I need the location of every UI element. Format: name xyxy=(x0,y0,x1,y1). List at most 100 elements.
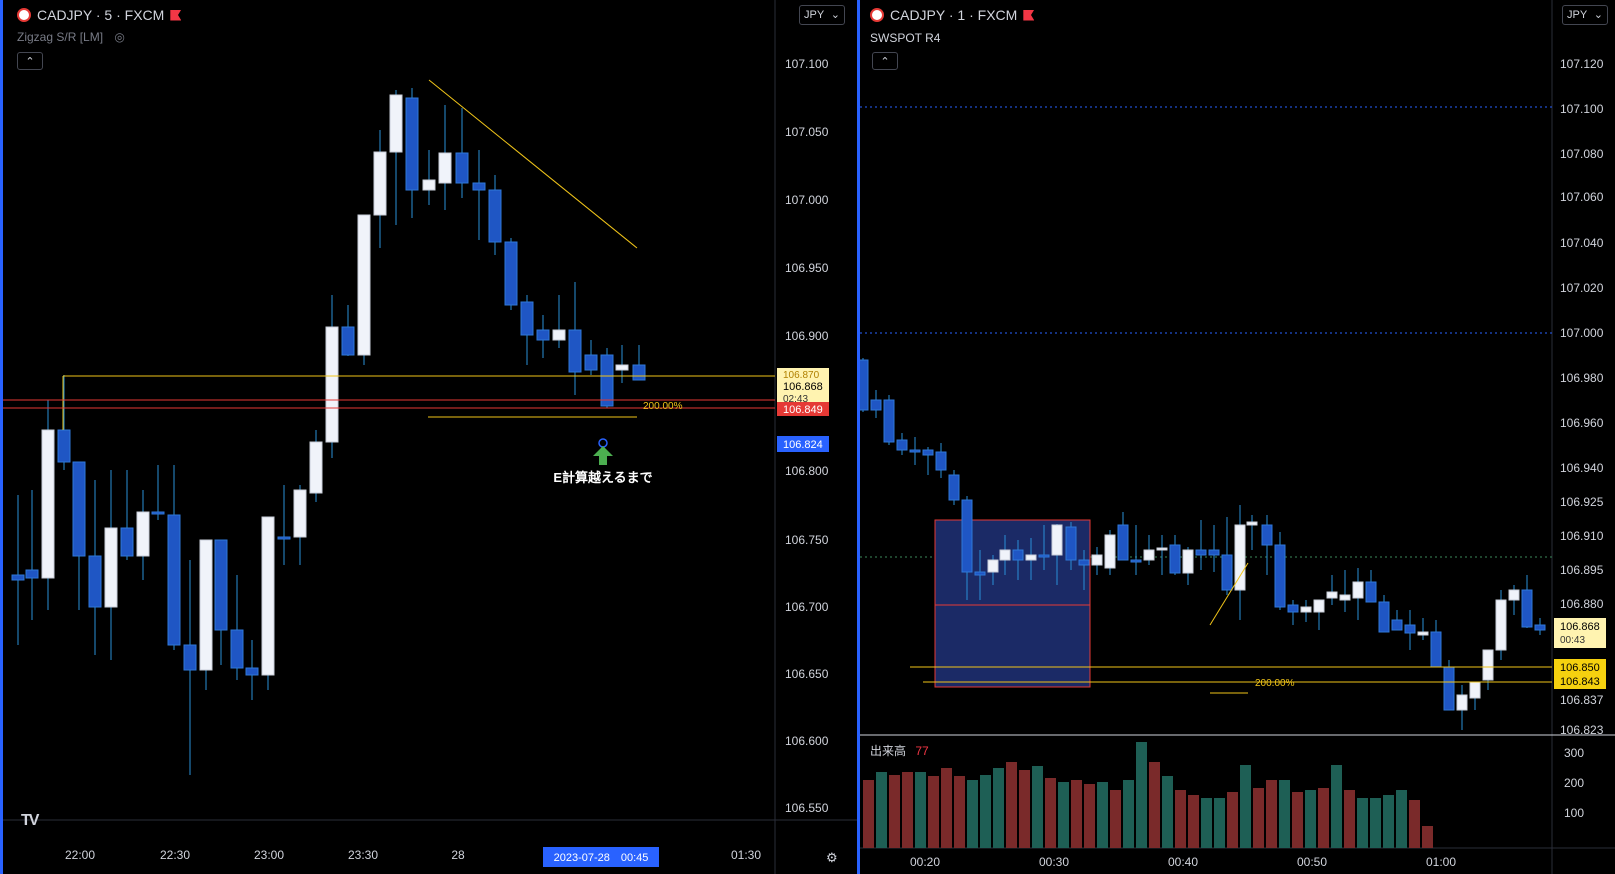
fib-label: 200.00% xyxy=(643,401,683,412)
volume-axis-label: 300 xyxy=(1564,746,1584,760)
left-chart-pane[interactable]: 107.100 107.050 107.000 106.950 106.900 106.8… xyxy=(0,0,860,874)
candle-body xyxy=(536,329,550,341)
last-price-tag xyxy=(777,368,829,406)
candle-body xyxy=(72,461,86,557)
settings-gear-icon[interactable]: ⚙ xyxy=(826,850,838,865)
red-line-price: 106.849 xyxy=(783,404,823,416)
flag-icon[interactable] xyxy=(1023,9,1035,21)
candle-body xyxy=(1169,544,1181,574)
candle-body xyxy=(1391,619,1403,631)
fib-label: 200.00% xyxy=(1255,678,1295,689)
volume-bar xyxy=(1097,782,1108,848)
candle-body xyxy=(104,527,118,608)
candle-body xyxy=(88,555,102,608)
trend-line xyxy=(428,79,638,249)
left-symbol-header[interactable]: CADJPY · 5 · FXCM xyxy=(17,6,182,24)
price-axis-label: 106.837 xyxy=(1560,693,1604,707)
candle-body xyxy=(1326,591,1338,599)
candle-body xyxy=(896,439,908,451)
candle-body xyxy=(214,539,228,631)
arrow-up-icon xyxy=(593,446,613,465)
zigzag-leg xyxy=(1209,562,1249,626)
candle-body xyxy=(584,354,598,371)
candle-body xyxy=(999,549,1011,561)
volume-bar xyxy=(1214,798,1225,848)
candle-body xyxy=(1065,526,1077,561)
candle-body xyxy=(488,189,502,243)
price-axis-label: 107.080 xyxy=(1560,147,1604,161)
volume-bar xyxy=(1240,765,1251,848)
candle-body xyxy=(568,329,582,373)
candle-body xyxy=(1182,549,1194,574)
candle-body xyxy=(615,364,629,371)
candle-body xyxy=(167,514,181,646)
candle-body xyxy=(373,151,387,216)
price-axis-label: 107.060 xyxy=(1560,190,1604,204)
countdown-value: 00:43 xyxy=(1560,635,1585,646)
time-axis-label: 01:00 xyxy=(1426,855,1456,869)
right-collapse-button[interactable]: ⌃ xyxy=(872,52,898,70)
left-collapse-button[interactable]: ⌃ xyxy=(17,52,43,70)
candle-body xyxy=(277,536,291,540)
candle-body xyxy=(1221,554,1233,591)
yellow-line-price-tag: 106.870 xyxy=(783,370,820,381)
countdown-value: 02:43 xyxy=(783,394,808,405)
candle-body xyxy=(120,527,134,557)
candle-body xyxy=(1443,666,1455,711)
volume-bar xyxy=(1305,790,1316,848)
candle-body xyxy=(405,97,419,191)
candle-body xyxy=(1287,604,1299,613)
right-symbol-header[interactable]: CADJPY · 1 · FXCM xyxy=(870,6,1035,24)
right-indicator-legend[interactable]: SWSPOT R4 xyxy=(870,31,940,45)
price-axis-label: 107.000 xyxy=(1560,326,1604,340)
volume-bar xyxy=(1344,790,1355,848)
price-axis-label: 107.120 xyxy=(1560,57,1604,71)
candle-body xyxy=(11,574,25,581)
candle-body xyxy=(948,474,960,501)
flag-icon[interactable] xyxy=(170,9,182,21)
line-a-price: 106.850 xyxy=(1560,662,1600,674)
candle-body xyxy=(1143,549,1155,561)
last-price-value: 106.868 xyxy=(1560,621,1600,633)
volume-bar xyxy=(980,775,991,848)
price-axis-label: 106.650 xyxy=(785,667,829,681)
left-indicator-legend[interactable]: Zigzag S/R [LM] ◎ xyxy=(17,30,125,44)
last-price-value: 106.868 xyxy=(783,381,823,393)
blue-line-tag xyxy=(777,436,829,452)
time-axis-label: 23:00 xyxy=(254,848,284,862)
candle-body xyxy=(151,511,165,515)
volume-bar xyxy=(1279,780,1290,848)
tradingview-logo-icon[interactable]: TV xyxy=(21,812,40,829)
volume-axis-label: 200 xyxy=(1564,776,1584,790)
candle-body xyxy=(57,429,71,463)
candle-body xyxy=(1156,547,1168,551)
volume-bar xyxy=(1370,798,1381,848)
candle-body xyxy=(922,449,934,456)
price-axis-label: 106.900 xyxy=(785,329,829,343)
price-axis-label: 106.880 xyxy=(1560,597,1604,611)
eye-off-icon[interactable]: ◎ xyxy=(114,30,125,44)
left-currency-select[interactable]: JPY ⌄ xyxy=(799,5,845,25)
candle-body xyxy=(25,569,39,579)
candle-body xyxy=(1234,524,1246,591)
price-axis-label: 107.000 xyxy=(785,193,829,207)
right-currency-select[interactable]: JPY ⌄ xyxy=(1562,5,1608,25)
candle-body xyxy=(1051,524,1063,556)
volume-bar xyxy=(1084,784,1095,848)
volume-bar xyxy=(1383,795,1394,848)
volume-bar xyxy=(863,780,874,848)
candle-body xyxy=(600,354,614,407)
right-chart-canvas[interactable]: 107.120 107.100 107.080 107.060 107.040 107.0… xyxy=(860,0,1615,874)
red-line-tag xyxy=(777,402,829,416)
volume-bar xyxy=(915,772,926,848)
left-chart-canvas[interactable]: 107.100 107.050 107.000 106.950 106.900 106.8… xyxy=(3,0,857,874)
volume-bar xyxy=(941,768,952,848)
price-axis-label: 106.940 xyxy=(1560,461,1604,475)
time-axis-label: 22:00 xyxy=(65,848,95,862)
candle-body xyxy=(472,182,486,191)
price-axis-label: 107.100 xyxy=(785,57,829,71)
volume-legend[interactable]: 出来高 77 xyxy=(870,742,929,759)
candle-body xyxy=(1339,594,1351,601)
right-chart-pane[interactable]: 107.120 107.100 107.080 107.060 107.040 107.0… xyxy=(860,0,1615,874)
candle-body xyxy=(357,214,371,356)
